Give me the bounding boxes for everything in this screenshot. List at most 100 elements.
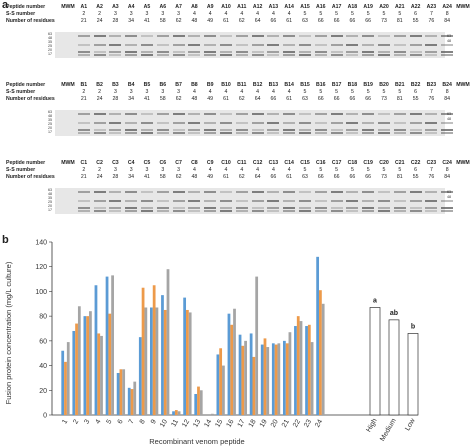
lane-label: A16	[316, 4, 326, 10]
ss-number: 3	[113, 167, 117, 173]
gel-band	[235, 207, 248, 210]
gel-band	[409, 43, 422, 46]
x-tick-label: 9	[150, 418, 158, 425]
panel-a-label: a	[2, 0, 9, 11]
mw-marker-label: 25	[48, 200, 52, 204]
residue-count: 49	[207, 18, 214, 24]
gel-band	[251, 51, 264, 54]
gel-band	[346, 191, 359, 193]
ss-number: 3	[177, 11, 181, 17]
mw-marker-label: 63	[48, 188, 52, 192]
lane-label: C17	[331, 160, 342, 166]
ss-number: 4	[271, 167, 275, 173]
bar	[183, 297, 187, 415]
gel-band	[409, 207, 422, 210]
gel-band	[314, 207, 327, 210]
gel-band	[362, 54, 375, 56]
gel-band	[267, 210, 280, 212]
y-tick-label: 100	[35, 289, 47, 296]
bar	[77, 306, 81, 415]
lane-label: B21	[395, 82, 405, 88]
residue-count: 66	[317, 174, 324, 180]
y-tick-label: 40	[39, 363, 47, 370]
gel-band	[141, 35, 153, 37]
gel-band	[156, 210, 169, 212]
bar	[188, 312, 192, 415]
ss-number: 3	[145, 167, 149, 173]
bar	[255, 276, 259, 415]
gel-band	[346, 132, 359, 134]
residue-count: 58	[159, 18, 166, 24]
gel-band	[425, 113, 438, 115]
gel-band	[188, 43, 201, 46]
bar	[233, 308, 236, 415]
gel-band	[299, 129, 311, 132]
bar	[310, 342, 314, 415]
gel-band	[156, 51, 169, 54]
gel-band	[220, 113, 232, 115]
ss-number: 5	[335, 89, 339, 95]
lane-label: A20	[379, 4, 389, 10]
gel-band	[346, 35, 359, 37]
lane-label: A23	[426, 4, 437, 10]
gel-band	[362, 199, 375, 202]
gel-band	[77, 132, 90, 134]
lane-label: B6	[159, 82, 167, 88]
gel-band	[93, 54, 106, 56]
lane-label: B3	[112, 82, 119, 88]
lane-label: A10	[221, 4, 231, 10]
mw-marker-label: 48	[48, 192, 52, 196]
bar	[141, 287, 145, 415]
gel-band	[441, 207, 454, 210]
gel-band	[409, 129, 422, 132]
mw-marker-label: 35	[48, 40, 52, 44]
residue-count: 66	[349, 18, 356, 24]
gel-band	[172, 210, 185, 212]
gel-band	[125, 199, 138, 202]
residue-count: 41	[144, 96, 150, 102]
residue-count: 62	[238, 96, 245, 102]
gel-band	[77, 121, 90, 124]
gel-band	[393, 43, 406, 46]
gel-band	[267, 129, 280, 132]
gel-band	[314, 54, 327, 56]
gel-band	[299, 121, 311, 124]
gel-band	[109, 43, 122, 46]
residue-count: 21	[80, 18, 87, 24]
gel-band	[77, 129, 90, 132]
residue-count: 84	[444, 174, 451, 180]
lane-label: MWM	[456, 160, 470, 166]
ss-number: 4	[224, 167, 228, 173]
gel-band	[235, 121, 248, 124]
bar	[319, 290, 322, 415]
bar	[144, 307, 148, 415]
gel-row-label: Peptide number	[6, 4, 46, 10]
gel-band	[409, 210, 422, 212]
lane-label: A2	[96, 4, 103, 10]
x-tick-label: 19	[259, 418, 269, 428]
bar	[161, 295, 164, 415]
ss-number: 5	[350, 89, 354, 95]
gel-band	[204, 207, 217, 210]
lane-label: A4	[127, 4, 135, 10]
x-tick-label: 18	[248, 418, 258, 428]
mw-marker-label: 20	[48, 126, 52, 130]
lane-label: C13	[268, 160, 279, 166]
ss-number: 7	[429, 89, 433, 95]
gel-band	[378, 132, 390, 134]
gel-band	[393, 210, 406, 212]
gel-band	[267, 43, 280, 46]
bar	[75, 323, 78, 415]
gel-band	[314, 113, 327, 115]
lane-label: B10	[221, 82, 231, 88]
gel-band	[188, 54, 201, 56]
ss-number: 4	[287, 11, 291, 17]
ss-number: 5	[366, 167, 370, 173]
gel-row-header: Peptide number S-S number Number of residu…	[0, 160, 474, 184]
mw-marker-label: 63	[48, 32, 52, 36]
gel-band	[109, 51, 122, 54]
gel-band	[362, 121, 375, 124]
gel-row-label: S-S number	[6, 11, 36, 17]
gel-band	[393, 121, 406, 124]
